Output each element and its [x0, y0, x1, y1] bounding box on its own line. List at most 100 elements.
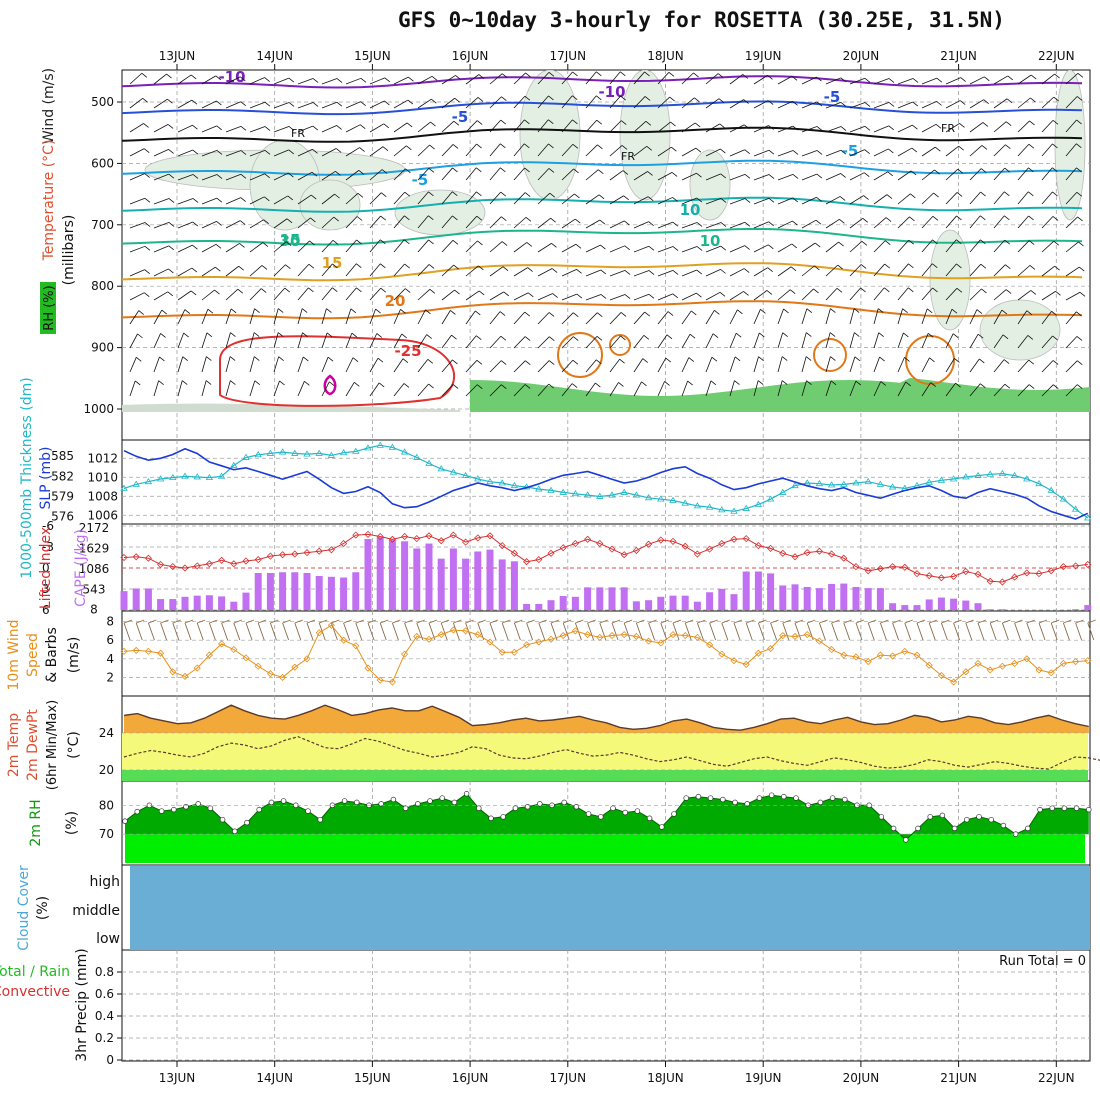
upper-wind-barb: [201, 243, 222, 253]
wind-ylabel-1: 10m Wind: [6, 619, 22, 690]
wind-speed-line-point: [913, 651, 921, 659]
upper-wind-barb: [465, 240, 483, 253]
wind-barb: [623, 619, 633, 641]
upper-wind-barb: [609, 245, 631, 253]
upper-wind-barb: [681, 269, 703, 277]
upper-wind-barb: [873, 356, 885, 373]
thickness-line-point: [1071, 505, 1080, 512]
isotherm-35: [323, 374, 337, 396]
upper-wind-barb: [1017, 310, 1033, 325]
upper-wind-barb: [249, 173, 270, 181]
upper-wind-barb: [801, 332, 812, 349]
wind-speed-line-point: [718, 650, 726, 658]
upper-wind-barb: [633, 145, 652, 157]
upper-wind-barb: [561, 268, 582, 277]
li-tick-label: -6: [42, 519, 54, 533]
upper-wind-barb: [129, 333, 143, 349]
upper-wind-barb: [801, 308, 813, 325]
upper-wind-barb: [393, 288, 411, 301]
upper-wind-barb: [465, 384, 483, 397]
upper-wind-barb: [945, 145, 964, 157]
wind-speed-line-point: [571, 627, 579, 635]
upper-wind-barb: [897, 357, 910, 373]
upper-wind-barb: [537, 95, 554, 109]
cape-bar: [120, 591, 128, 610]
lifted-index-line-point: [925, 572, 933, 580]
rh2m-ylabel: 2m RH: [28, 799, 44, 846]
upper-wind-barb: [585, 95, 602, 109]
upper-wind-barb: [825, 356, 836, 373]
upper-wind-barb: [753, 197, 775, 205]
wind-barb: [489, 619, 499, 641]
wind-speed-line-point: [462, 627, 470, 635]
upper-wind-barb: [1065, 143, 1082, 157]
upper-wind-barb: [945, 215, 962, 229]
upper-wind-barb: [321, 101, 343, 109]
cape-bar: [1072, 609, 1080, 610]
wind-tick-label: 8: [106, 615, 114, 629]
upper-wind-barb: [369, 333, 383, 349]
upper-wind-barb: [561, 293, 583, 301]
upper-wind-barb: [585, 382, 601, 397]
lifted-index-line-point: [559, 544, 567, 552]
upper-wind-barb: [489, 335, 507, 349]
upper-wind-barb: [297, 125, 319, 133]
upper-wind-barb: [993, 215, 1010, 229]
upper-wind-barb: [273, 172, 294, 181]
cape-ylabel-li: Lifted Index: [38, 527, 54, 609]
cape-lifted-panel: 2172 1629 1086 543 8 -6 -3 0 3 6: [42, 519, 1092, 617]
cape-bar: [571, 596, 579, 610]
upper-wind-barb: [609, 270, 631, 277]
upper-wind-barb: [465, 360, 483, 373]
upper-wind-barb: [441, 167, 458, 181]
upper-wind-barb: [609, 95, 626, 109]
upper-wind-barb: [345, 239, 362, 253]
thickness-line-point: [413, 453, 421, 460]
wind-speed-line-point: [1059, 659, 1067, 668]
upper-wind-barb: [225, 332, 236, 349]
wind-speed-line-point: [584, 631, 592, 639]
thickness-line-point: [815, 479, 824, 487]
thickness-line-point: [230, 461, 238, 468]
upper-wind-barb: [1065, 119, 1082, 133]
upper-wind-barb: [849, 195, 869, 205]
lifted-index-line-point: [132, 553, 140, 561]
cape-bar: [657, 596, 665, 610]
upper-wind-barb: [177, 174, 199, 181]
upper-wind-barb: [369, 263, 386, 277]
lifted-index-line-point: [376, 532, 384, 541]
upper-wind-barb: [633, 311, 650, 325]
upper-wind-barb: [465, 74, 485, 85]
upper-wind-barb: [441, 120, 460, 133]
upper-wind-barb: [153, 245, 175, 253]
rh-point: [1086, 806, 1092, 813]
rh-point: [903, 837, 909, 843]
upper-wind-barb: [249, 196, 270, 205]
wind-barb: [965, 619, 974, 641]
upper-wind-barb: [369, 308, 381, 325]
upper-wind-barb: [417, 167, 435, 181]
upper-wind-barb: [681, 292, 702, 301]
lifted-index-line-point: [474, 534, 482, 542]
panel-frame-precip: [121, 949, 1091, 1062]
rh-point: [683, 795, 689, 801]
isotherm-label: 15: [280, 231, 301, 249]
wind-barb: [306, 619, 316, 641]
upper-wind-barb: [561, 71, 578, 85]
thickness-line-point: [535, 485, 543, 492]
upper-wind-barb: [801, 380, 812, 397]
upper-wind-barb: [369, 287, 386, 301]
upper-wind-barb: [369, 169, 388, 181]
upper-wind-barb: [729, 149, 750, 157]
upper-wind-barb: [393, 99, 414, 109]
lifted-index-line-point: [437, 537, 445, 545]
upper-wind-barb: [729, 221, 751, 229]
wind-barb: [587, 619, 596, 641]
precip-ylabel-conv: Convective: [0, 984, 70, 1000]
wind-speed-line-point: [632, 632, 640, 641]
upper-wind-barb: [561, 336, 579, 349]
thickness-line-point: [315, 449, 323, 456]
wind-speed-line-point: [279, 673, 287, 681]
upper-wind-barb: [129, 269, 150, 277]
date-label-top: 13JUN: [159, 49, 196, 63]
